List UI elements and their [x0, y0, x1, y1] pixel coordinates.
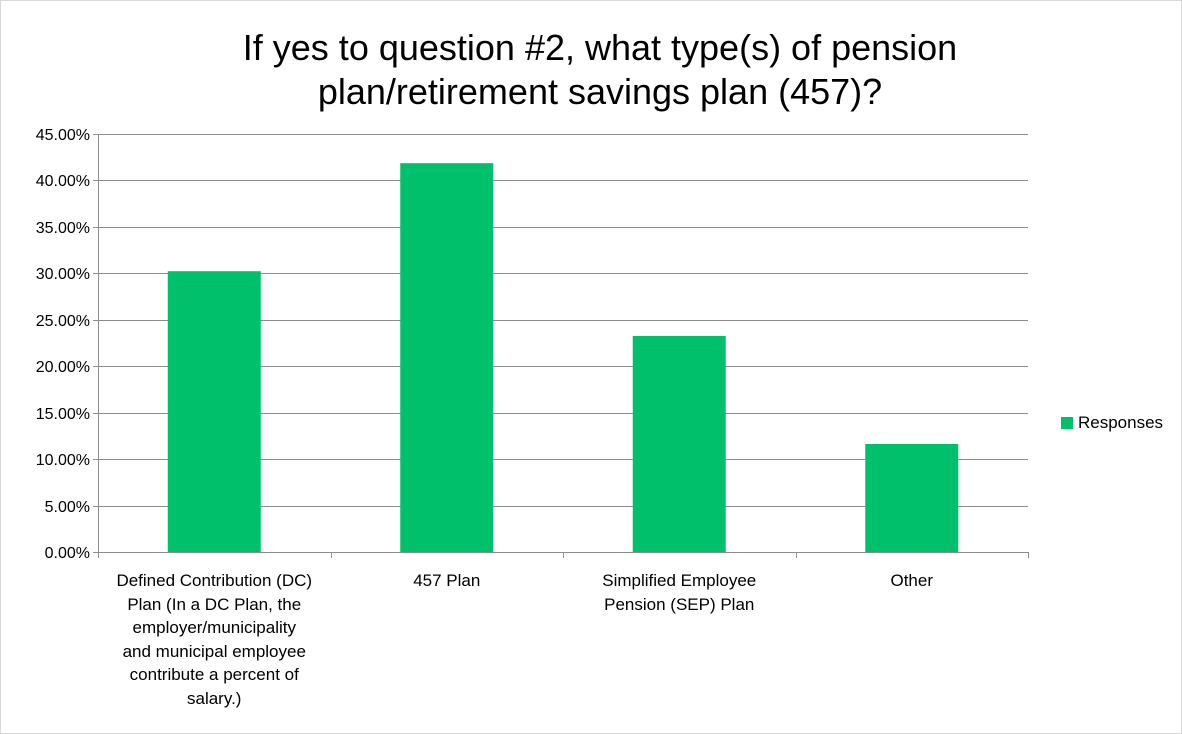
y-tick-label: 0.00%	[45, 545, 90, 562]
x-category-label: 457 Plan	[327, 569, 567, 593]
y-tick-label: 35.00%	[36, 220, 90, 237]
chart-title: If yes to question #2, what type(s) of p…	[100, 26, 1100, 114]
x-category-label: Other	[792, 569, 1032, 593]
bar-4	[865, 443, 959, 552]
y-tick-label: 25.00%	[36, 313, 90, 330]
y-tick-label: 45.00%	[36, 127, 90, 144]
bar-2	[400, 163, 494, 552]
x-category-label-line: salary.)	[187, 688, 242, 708]
y-tick-label: 30.00%	[36, 266, 90, 283]
x-category-label-line: and municipal employee	[122, 641, 306, 661]
x-category-label-line: contribute a percent of	[129, 665, 299, 684]
x-category-label-line: Pension (SEP) Plan	[604, 594, 755, 614]
y-tick-label: 40.00%	[36, 173, 90, 190]
legend: Responses	[1061, 413, 1163, 433]
y-tick-label: 10.00%	[36, 452, 90, 469]
x-category-label-line: Defined Contribution (DC)	[116, 571, 313, 590]
chart-title-line-2: plan/retirement savings plan (457)?	[317, 71, 883, 112]
chart-title-line-1: If yes to question #2, what type(s) of p…	[242, 27, 958, 68]
y-tick-label: 5.00%	[45, 499, 90, 516]
x-category-label-line: Other	[890, 571, 934, 590]
x-category-label: Defined Contribution (DC) Plan (In a DC P…	[94, 569, 334, 710]
bar-1	[167, 271, 261, 552]
x-category-label-line: 457 Plan	[413, 571, 481, 590]
y-tick-label: 15.00%	[36, 406, 90, 423]
x-category-label-line: employer/municipality	[132, 618, 296, 637]
legend-swatch-responses	[1061, 417, 1073, 429]
y-tick-label: 20.00%	[36, 359, 90, 376]
x-category-label: Simplified Employee Pension (SEP) Plan	[559, 569, 799, 616]
x-category-label-line: Plan (In a DC Plan, the	[127, 594, 302, 614]
x-category-label-line: Simplified Employee	[602, 571, 757, 590]
legend-label-responses: Responses	[1078, 413, 1164, 432]
bar-3	[632, 335, 726, 552]
